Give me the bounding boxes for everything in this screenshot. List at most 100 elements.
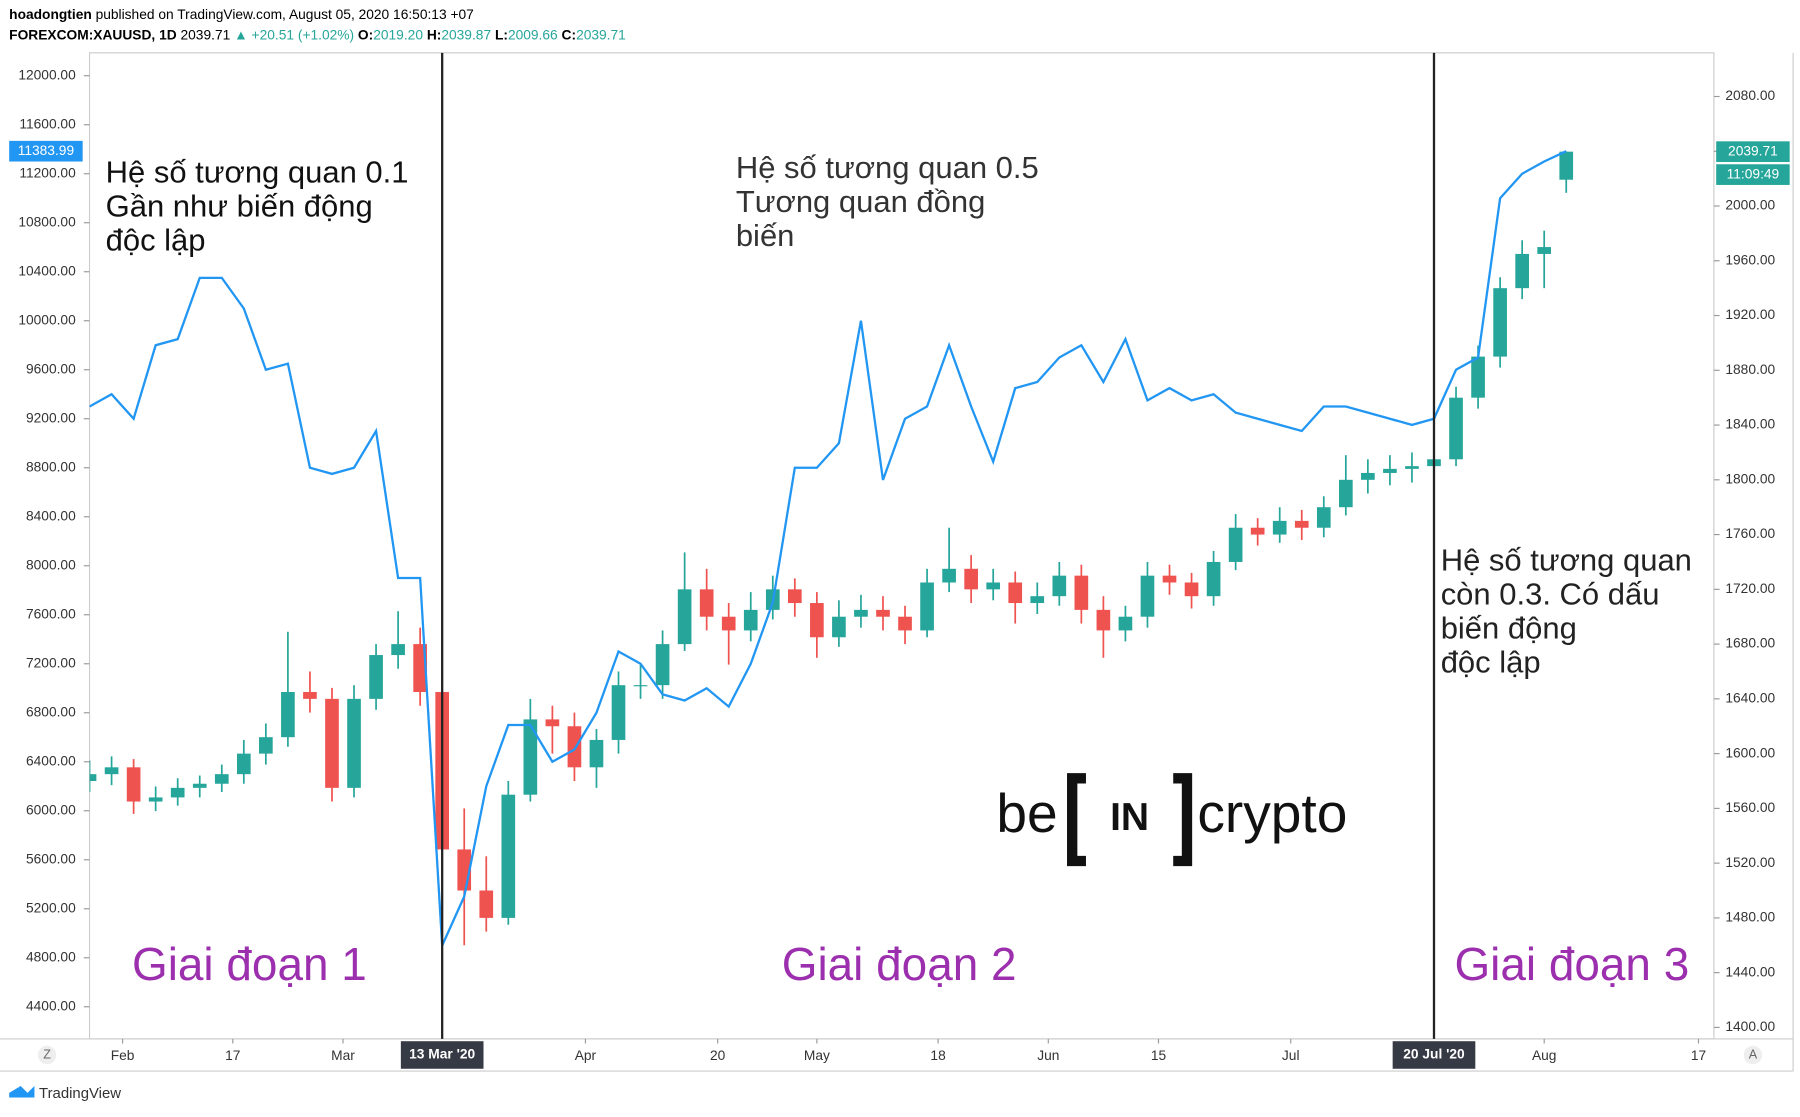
auto-button[interactable]: [1743, 1045, 1763, 1065]
tradingview-logo: [9, 1085, 35, 1098]
y-tick-label: 1840.00: [1725, 417, 1775, 432]
annotation: Hệ số tương quan: [1441, 543, 1692, 578]
candle-body: [1493, 288, 1507, 357]
event-label: 13 Mar '20: [409, 1047, 475, 1062]
candle-body: [1537, 247, 1552, 254]
candle-body: [545, 719, 560, 727]
candle-body: [214, 774, 229, 784]
line-series: [89, 150, 1567, 946]
candle-body: [281, 692, 295, 738]
x-tick-label: Mar: [331, 1048, 355, 1063]
event-badge: [1392, 1041, 1476, 1069]
candle-body: [1162, 575, 1177, 583]
ohlc-label: L:: [495, 27, 508, 42]
y2-tick-label: 10000.00: [18, 312, 76, 327]
y2-tick-label: 11200.00: [19, 165, 76, 180]
y-tick-label: 1880.00: [1725, 362, 1775, 377]
y2-tick-label: 12000.00: [18, 67, 76, 82]
candle-body: [721, 616, 736, 631]
y-tick-label: 1920.00: [1725, 307, 1775, 322]
auto-button-label[interactable]: A: [1749, 1047, 1758, 1061]
annotation: Hệ số tương quan 0.5: [736, 150, 1039, 185]
y-tick-label: 1600.00: [1725, 745, 1775, 760]
y2-tick-label: 10400.00: [18, 263, 76, 278]
candle-body: [876, 609, 890, 617]
candle-body: [611, 685, 626, 740]
zoom-button-label[interactable]: Z: [43, 1047, 51, 1061]
y-tick-label: 1720.00: [1725, 581, 1775, 596]
y2-tick-label: 5200.00: [26, 900, 76, 915]
y2-tick-label: 10800.00: [18, 214, 76, 229]
candle-body: [1338, 479, 1353, 508]
annotation: Tương quan đồng: [736, 184, 986, 219]
candle-body: [1206, 561, 1221, 597]
symbol: FOREXCOM:XAUUSD, 1D: [9, 27, 177, 42]
candle-body: [920, 582, 934, 631]
last-price-badge: [1716, 141, 1790, 162]
candle-body: [1008, 582, 1023, 604]
zoom-button[interactable]: [37, 1045, 57, 1065]
y-tick-label: 1440.00: [1725, 964, 1775, 979]
ohlc-value: 2019.20: [373, 27, 423, 42]
candle-body: [170, 787, 185, 798]
logo-text: crypto: [1197, 782, 1347, 844]
candle-body: [126, 767, 141, 802]
candle-body: [1228, 527, 1243, 562]
candle-body: [89, 774, 97, 781]
ohlc-value: 2009.66: [508, 27, 558, 42]
x-tick-label: 20: [710, 1048, 726, 1063]
candle-body: [391, 644, 405, 656]
candle-body: [1449, 397, 1463, 460]
x-tick-label: 17: [225, 1048, 240, 1063]
candle-body: [1118, 616, 1133, 631]
y-tick-label: 2000.00: [1725, 198, 1775, 213]
ohlc-label: C:: [562, 27, 577, 42]
ohlc-label: H:: [427, 27, 442, 42]
candle-body: [567, 726, 582, 768]
candle-body: [104, 767, 119, 775]
candle-body: [986, 582, 1001, 590]
candle-body: [303, 692, 317, 699]
ohlc-value: 2039.87: [441, 27, 491, 42]
y-tick-label: 2080.00: [1725, 88, 1775, 103]
candle-body: [810, 603, 824, 638]
annotation: biến động: [1441, 610, 1577, 645]
candle-body: [369, 655, 383, 699]
candle-body: [1052, 575, 1067, 597]
candle-body: [523, 719, 538, 795]
last-value-badge: [9, 140, 83, 162]
countdown-label: 11:09:49: [1727, 166, 1780, 181]
candle-body: [1316, 507, 1331, 528]
candle-body: [854, 609, 868, 617]
candle-body: [1096, 609, 1111, 631]
annotation: độc lập: [1441, 644, 1541, 679]
annotation: Hệ số tương quan 0.1: [106, 155, 409, 190]
candle-body: [655, 644, 670, 686]
candle-body: [1559, 151, 1574, 180]
x-tick-label: Jun: [1037, 1048, 1059, 1063]
y-tick-label: 1560.00: [1725, 800, 1775, 815]
last-price-label: 2039.71: [1728, 143, 1778, 158]
x-tick-label: Feb: [111, 1048, 135, 1063]
last: 2039.71: [181, 27, 231, 42]
candle-body: [743, 609, 758, 631]
candle-body: [501, 794, 516, 918]
y2-tick-label: 8000.00: [26, 557, 76, 572]
logo: be IN crypto: [996, 773, 1347, 867]
y2-tick-label: 5600.00: [26, 851, 76, 866]
logo-text: IN: [1110, 796, 1149, 839]
symbol-line: FOREXCOM:XAUUSD, 1D 2039.71 ▲ +20.51 (+1…: [9, 27, 626, 42]
annotation: độc lập: [106, 222, 206, 257]
candle-body: [1184, 582, 1199, 597]
candle-body: [677, 589, 692, 645]
phase-label: Giai đoạn 3: [1454, 938, 1689, 990]
change: ▲ +20.51 (+1.02%): [234, 27, 354, 42]
event-label: 20 Jul '20: [1403, 1047, 1465, 1062]
candle-body: [1405, 466, 1419, 469]
candle-body: [589, 739, 604, 768]
y-tick-label: 1960.00: [1725, 252, 1775, 267]
x-tick-label: May: [804, 1048, 830, 1063]
y-tick-label: 1760.00: [1725, 526, 1775, 541]
